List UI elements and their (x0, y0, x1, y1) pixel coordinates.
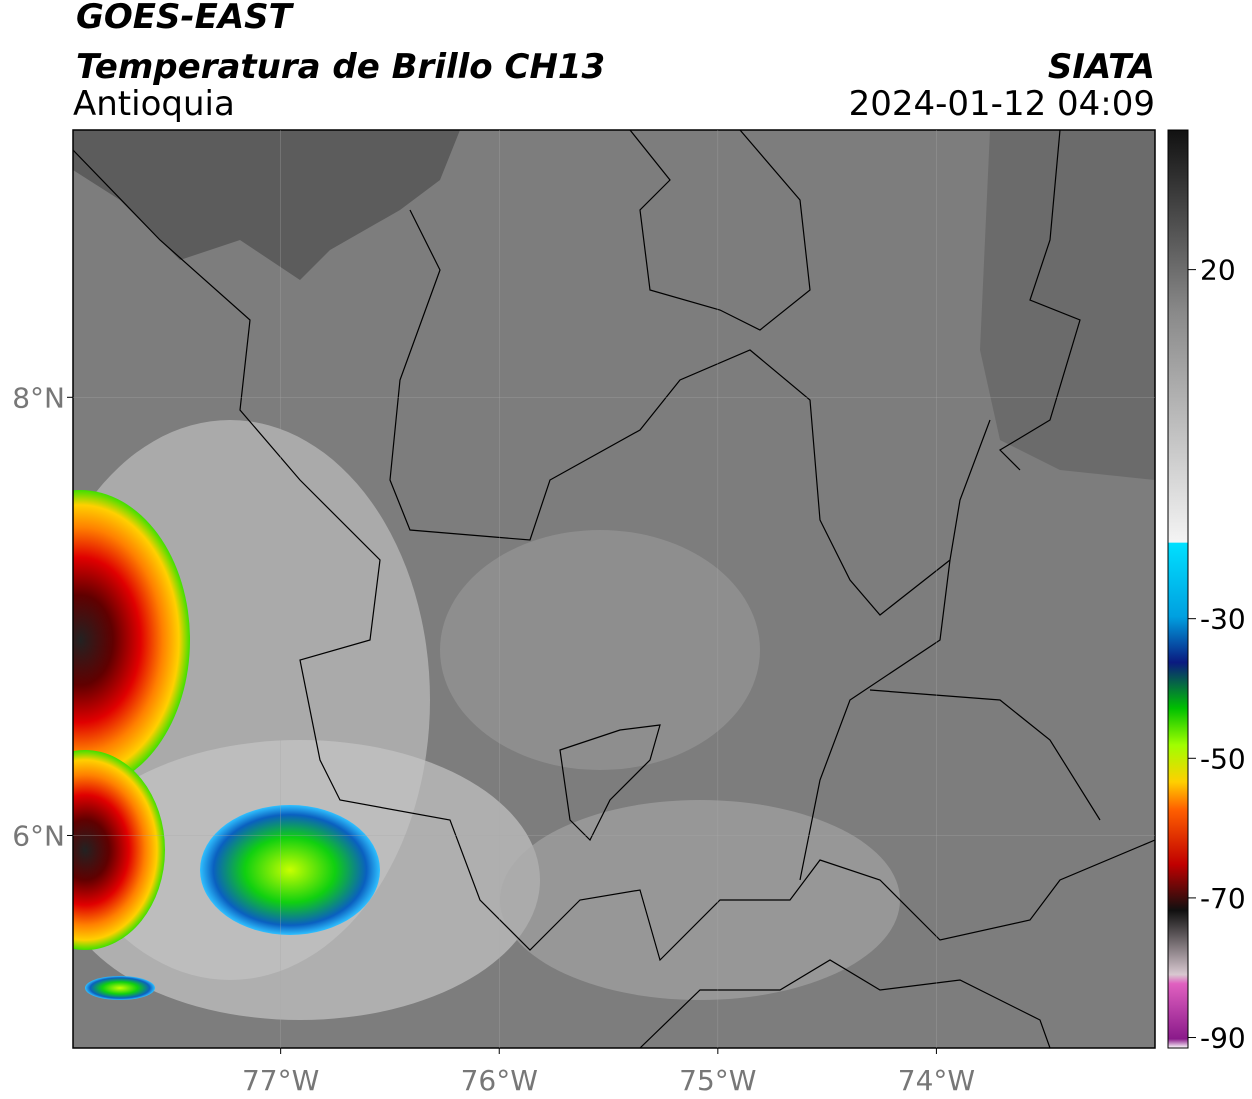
region: Antioquia (73, 84, 235, 124)
y-tick-label: 6°N (12, 819, 65, 852)
y-tick-label: 8°N (12, 381, 65, 414)
subtitle: Temperatura de Brillo CH13 (76, 47, 605, 87)
x-tick-label: 75°W (679, 1064, 756, 1097)
datetime: 2024-01-12 04:09 (849, 84, 1155, 124)
x-tick-label: 77°W (242, 1064, 319, 1097)
satellite-image (73, 130, 1155, 1048)
title: GOES-EAST (76, 0, 295, 37)
colorbar-tick-label: -50 (1200, 742, 1246, 775)
colorbar-tick-label: -90 (1200, 1022, 1246, 1055)
colorbar-tick-label: -30 (1200, 603, 1246, 636)
x-tick-label: 76°W (461, 1064, 538, 1097)
colorbar-tick-label: -70 (1200, 882, 1246, 915)
colorbar-tick-label: 20 (1200, 254, 1236, 287)
x-tick-label: 74°W (898, 1064, 975, 1097)
map-frame (72, 129, 1156, 1049)
colorbar (1167, 129, 1189, 1049)
source: SIATA (1048, 47, 1155, 87)
